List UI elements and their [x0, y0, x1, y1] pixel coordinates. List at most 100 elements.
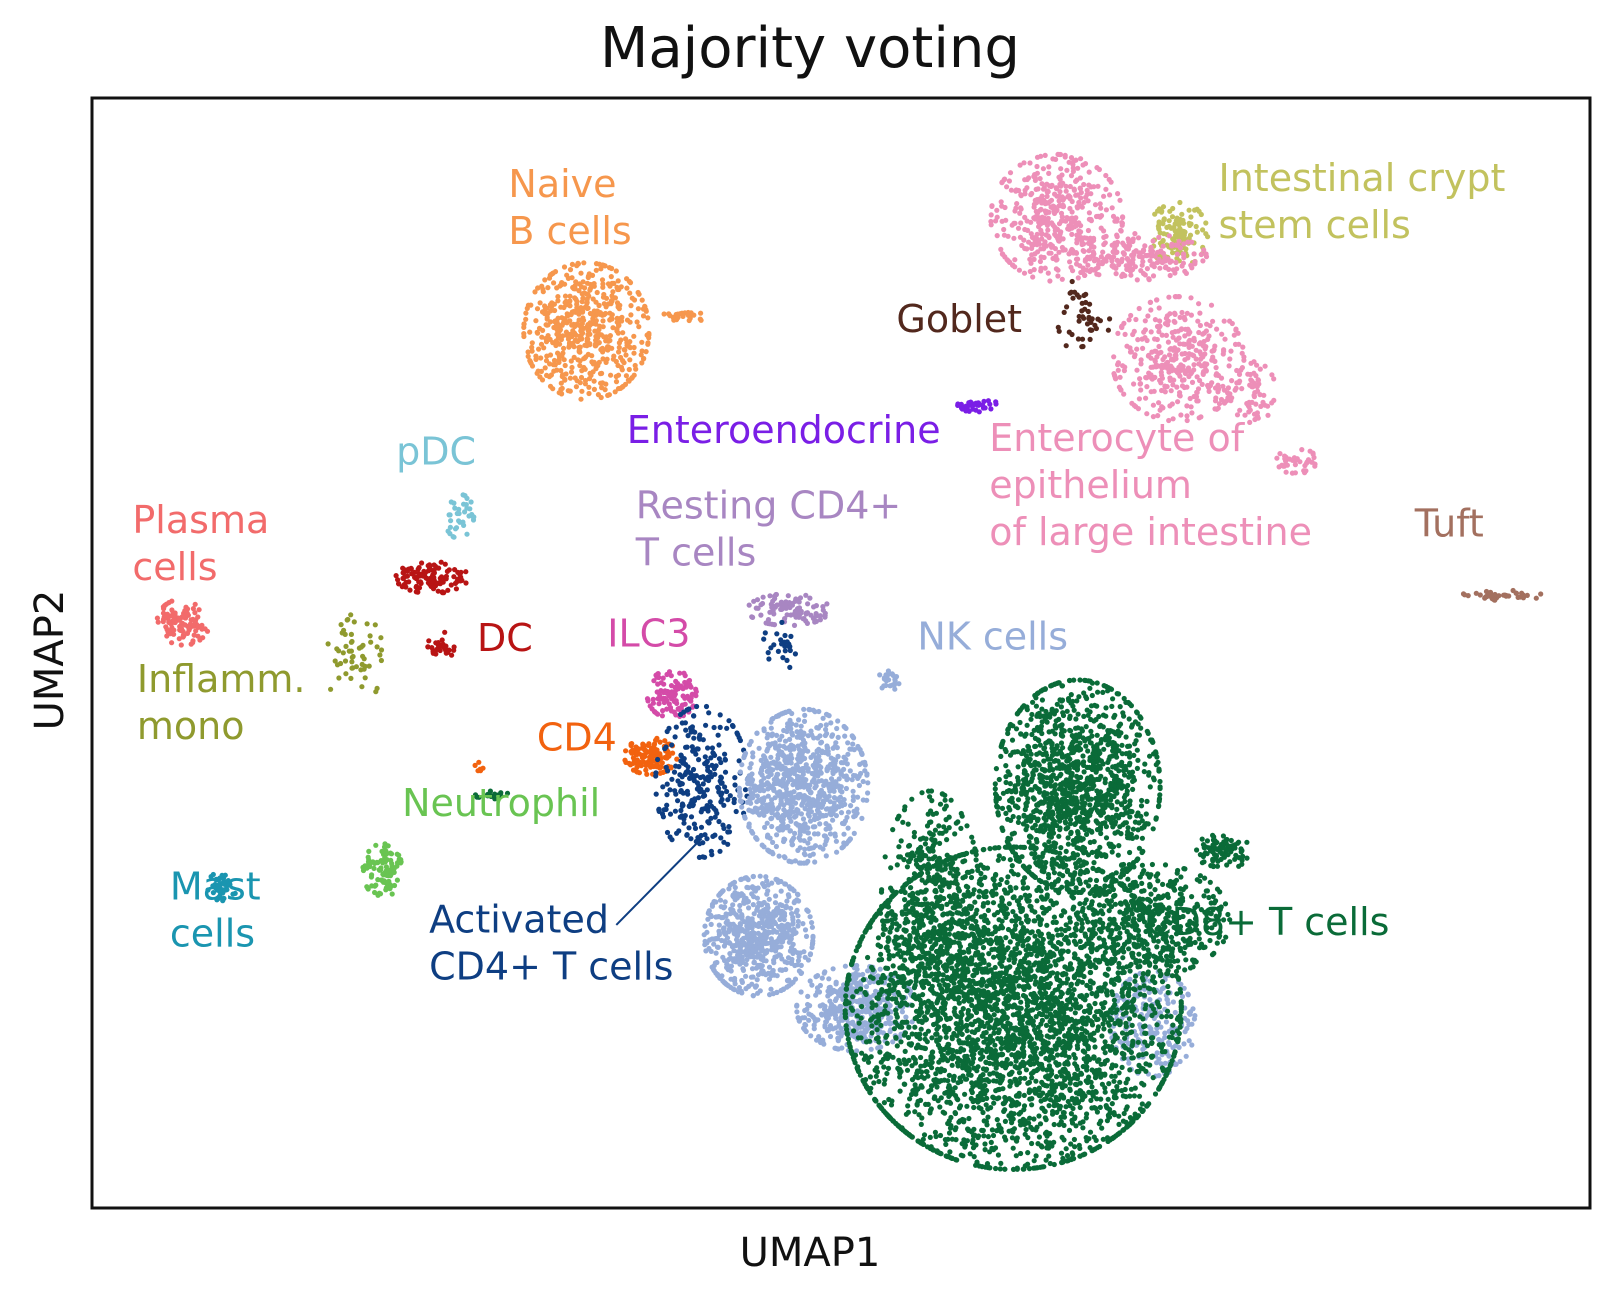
point-enterocyte-of-epithelium-of-large-intestine-0-188 [1110, 213, 1117, 219]
point-nk-cells-0-633 [754, 836, 760, 842]
point-nk-cells-0-212 [823, 838, 829, 844]
point-enterocyte-of-epithelium-of-large-intestine-2-88 [1115, 367, 1121, 373]
point-enterocyte-of-epithelium-of-large-intestine-2-306 [1241, 357, 1247, 363]
point-naive-b-cells-0-415 [558, 304, 564, 310]
point-intestinal-crypt-stem-cells-0-81 [1203, 220, 1209, 226]
point-plasma-cells-0-27 [155, 619, 161, 625]
point-enterocyte-of-epithelium-of-large-intestine-0-333 [1071, 186, 1077, 192]
point-enterocyte-of-epithelium-of-large-intestine-0-174 [1058, 210, 1065, 216]
point-naive-b-cells-0-421 [609, 345, 615, 351]
point-plasma-cells-0-106 [161, 603, 168, 609]
point-activated-cd4-t-cells-0-237 [673, 724, 679, 730]
point-naive-b-cells-0-536 [603, 338, 609, 344]
point-enterocyte-of-epithelium-of-large-intestine-0-375 [1086, 210, 1092, 216]
point-tuft-0-37 [1462, 592, 1468, 598]
point-nk-cells-0-745 [829, 733, 835, 739]
point-nk-cells-1-450 [748, 974, 755, 980]
point-ilc3-0-99 [669, 691, 675, 697]
point-activated-cd4-t-cells-0-134 [706, 820, 712, 826]
point-nk-cells-2-251 [800, 1015, 806, 1021]
point-enterocyte-of-epithelium-of-large-intestine-0-302 [1079, 241, 1085, 248]
point-nk-cells-2-372 [886, 1016, 892, 1022]
point-activated-cd4-t-cells-1-23 [762, 630, 768, 636]
point-enterocyte-of-epithelium-of-large-intestine-3-2 [1236, 371, 1243, 377]
point-enterocyte-of-epithelium-of-large-intestine-0-169 [1038, 254, 1044, 260]
point-naive-b-cells-0-465 [554, 285, 560, 291]
point-enterocyte-of-epithelium-of-large-intestine-2-131 [1184, 403, 1190, 409]
point-nk-cells-0-351 [787, 776, 793, 782]
point-resting-cd4-t-cells-0-33 [754, 597, 761, 603]
point-dc-0-90 [448, 582, 454, 588]
point-nk-cells-2-87 [830, 966, 836, 972]
point-activated-cd4-t-cells-0-200 [684, 788, 691, 794]
point-enterocyte-of-epithelium-of-large-intestine-0-413 [1027, 256, 1033, 262]
point-enterocyte-of-epithelium-of-large-intestine-1-160 [1128, 268, 1134, 274]
point-nk-cells-1-495 [716, 930, 723, 936]
point-naive-b-cells-0-16 [623, 352, 629, 358]
point-nk-cells-0-207 [833, 838, 840, 844]
point-naive-b-cells-0-102 [534, 306, 541, 312]
point-enterocyte-of-epithelium-of-large-intestine-0-402 [1039, 220, 1045, 226]
point-nk-cells-2-412 [856, 972, 862, 978]
point-goblet-0-28 [1056, 328, 1062, 334]
point-nk-cells-1-304 [727, 951, 733, 957]
point-enterocyte-of-epithelium-of-large-intestine-0-442 [1006, 259, 1013, 265]
point-resting-cd4-t-cells-0-93 [778, 599, 785, 605]
point-nk-cells-0-152 [793, 722, 799, 728]
point-enterocyte-of-epithelium-of-large-intestine-4-26 [1281, 463, 1287, 469]
point-intestinal-crypt-stem-cells-0-55 [1170, 205, 1176, 212]
point-enterocyte-of-epithelium-of-large-intestine-0-380 [1066, 159, 1072, 165]
point-naive-b-cells-0-162 [562, 293, 569, 299]
point-enterocyte-of-epithelium-of-large-intestine-0-280 [989, 203, 995, 209]
point-nk-cells-0-487 [843, 785, 850, 792]
point-dc-0-88 [414, 574, 420, 580]
point-nk-cells-0-764 [764, 735, 770, 741]
point-nk-cells-0-451 [756, 745, 762, 751]
point-nk-cells-1-344 [810, 933, 816, 940]
point-inflamm-mono-0-43 [332, 658, 338, 664]
point-naive-b-cells-0-322 [621, 347, 627, 353]
point-activated-cd4-t-cells-0-206 [707, 769, 713, 776]
point-activated-cd4-t-cells-0-116 [661, 807, 667, 813]
point-nk-cells-0-576 [748, 800, 754, 806]
point-enterocyte-of-epithelium-of-large-intestine-2-368 [1172, 311, 1178, 317]
point-enterocyte-of-epithelium-of-large-intestine-2-181 [1152, 317, 1158, 323]
point-ilc3-0-84 [677, 670, 683, 676]
point-nk-cells-2-373 [832, 1025, 839, 1031]
point-naive-b-cells-0-442 [609, 298, 615, 304]
point-activated-cd4-t-cells-0-249 [694, 703, 700, 710]
point-naive-b-cells-0-510 [552, 318, 558, 324]
point-enterocyte-of-epithelium-of-large-intestine-2-292 [1152, 374, 1158, 380]
point-naive-b-cells-0-539 [562, 362, 568, 369]
point-enterocyte-of-epithelium-of-large-intestine-0-282 [1018, 206, 1024, 212]
point-intestinal-crypt-stem-cells-0-116 [1187, 232, 1194, 238]
point-nk-cells-1-432 [745, 877, 751, 883]
point-nk-cells-0-467 [746, 742, 753, 748]
point-nk-cells-1-553 [758, 956, 764, 962]
point-naive-b-cells-0-456 [589, 311, 595, 317]
point-enterocyte-of-epithelium-of-large-intestine-1-7 [1103, 258, 1109, 264]
point-naive-b-cells-0-334 [576, 344, 582, 351]
point-ilc3-0-105 [657, 696, 664, 702]
point-naive-b-cells-0-110 [599, 385, 605, 391]
point-naive-b-cells-0-356 [523, 310, 529, 316]
point-naive-b-cells-0-482 [638, 352, 644, 358]
point-nk-cells-0-218 [737, 769, 744, 775]
point-nk-cells-0-790 [784, 770, 791, 776]
point-enterocyte-of-epithelium-of-large-intestine-2-42 [1196, 341, 1202, 347]
point-enterocyte-of-epithelium-of-large-intestine-1-92 [1111, 263, 1117, 269]
point-enterocyte-of-epithelium-of-large-intestine-2-311 [1119, 324, 1125, 331]
point-goblet-0-33 [1083, 299, 1089, 306]
point-nk-cells-1-80 [768, 986, 774, 992]
point-neutrophil-0-85 [390, 865, 396, 871]
point-enterocyte-of-epithelium-of-large-intestine-2-268 [1177, 341, 1183, 347]
point-enterocyte-of-epithelium-of-large-intestine-2-59 [1174, 384, 1180, 390]
point-activated-cd4-t-cells-0-143 [698, 824, 705, 830]
point-nk-cells-0-123 [817, 821, 823, 827]
point-enterocyte-of-epithelium-of-large-intestine-2-31 [1144, 411, 1150, 417]
point-cd4-0-128 [668, 764, 674, 770]
point-resting-cd4-t-cells-0-90 [812, 619, 818, 625]
point-resting-cd4-t-cells-0-63 [760, 594, 766, 600]
point-enterocyte-of-epithelium-of-large-intestine-2-369 [1143, 375, 1150, 381]
point-naive-b-cells-0-336 [587, 331, 593, 337]
